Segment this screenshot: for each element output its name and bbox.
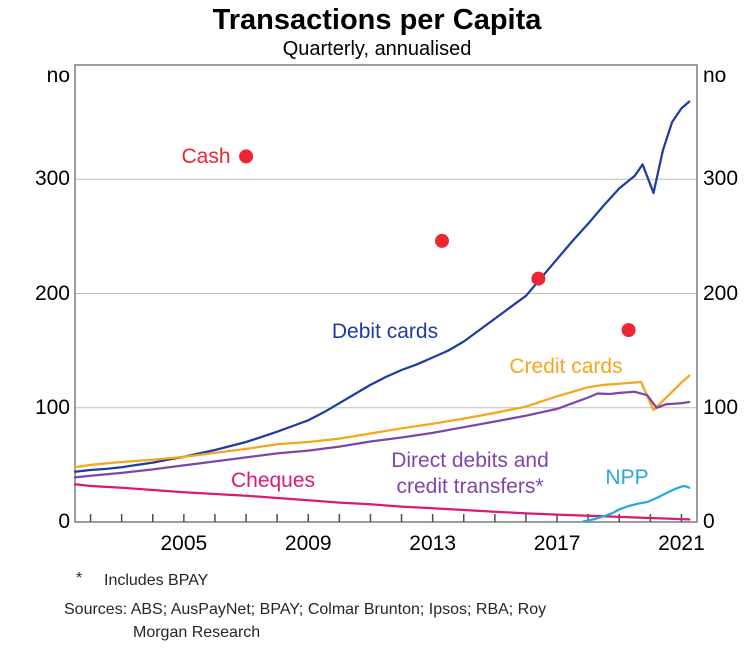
cash-dot-2019	[621, 323, 636, 338]
series-line-cheques	[73, 483, 691, 521]
footnote-marker: *	[76, 570, 83, 587]
cash-dot-2013	[435, 233, 449, 248]
y-axis-unit-left: no	[46, 64, 70, 87]
cash-dot-2007	[239, 149, 254, 164]
series-line-credit-cards	[73, 374, 691, 469]
footnote-text: Includes BPAY	[104, 572, 209, 589]
sources-line-1: Sources: ABS; AusPayNet; BPAY; Colmar Br…	[64, 601, 547, 618]
plot-frame	[74, 64, 698, 523]
chart-title: Transactions per Capita	[212, 4, 542, 36]
series-line-npp	[582, 484, 691, 523]
cash-dot-2016	[531, 271, 546, 286]
series-line-debit-cards	[73, 100, 691, 473]
y-axis-unit-right: no	[703, 64, 727, 87]
chart-subtitle: Quarterly, annualised	[282, 38, 472, 60]
sources-line-2: Morgan Research	[133, 624, 261, 641]
series-line-direct-debits-and-credit-transfers	[73, 390, 691, 479]
